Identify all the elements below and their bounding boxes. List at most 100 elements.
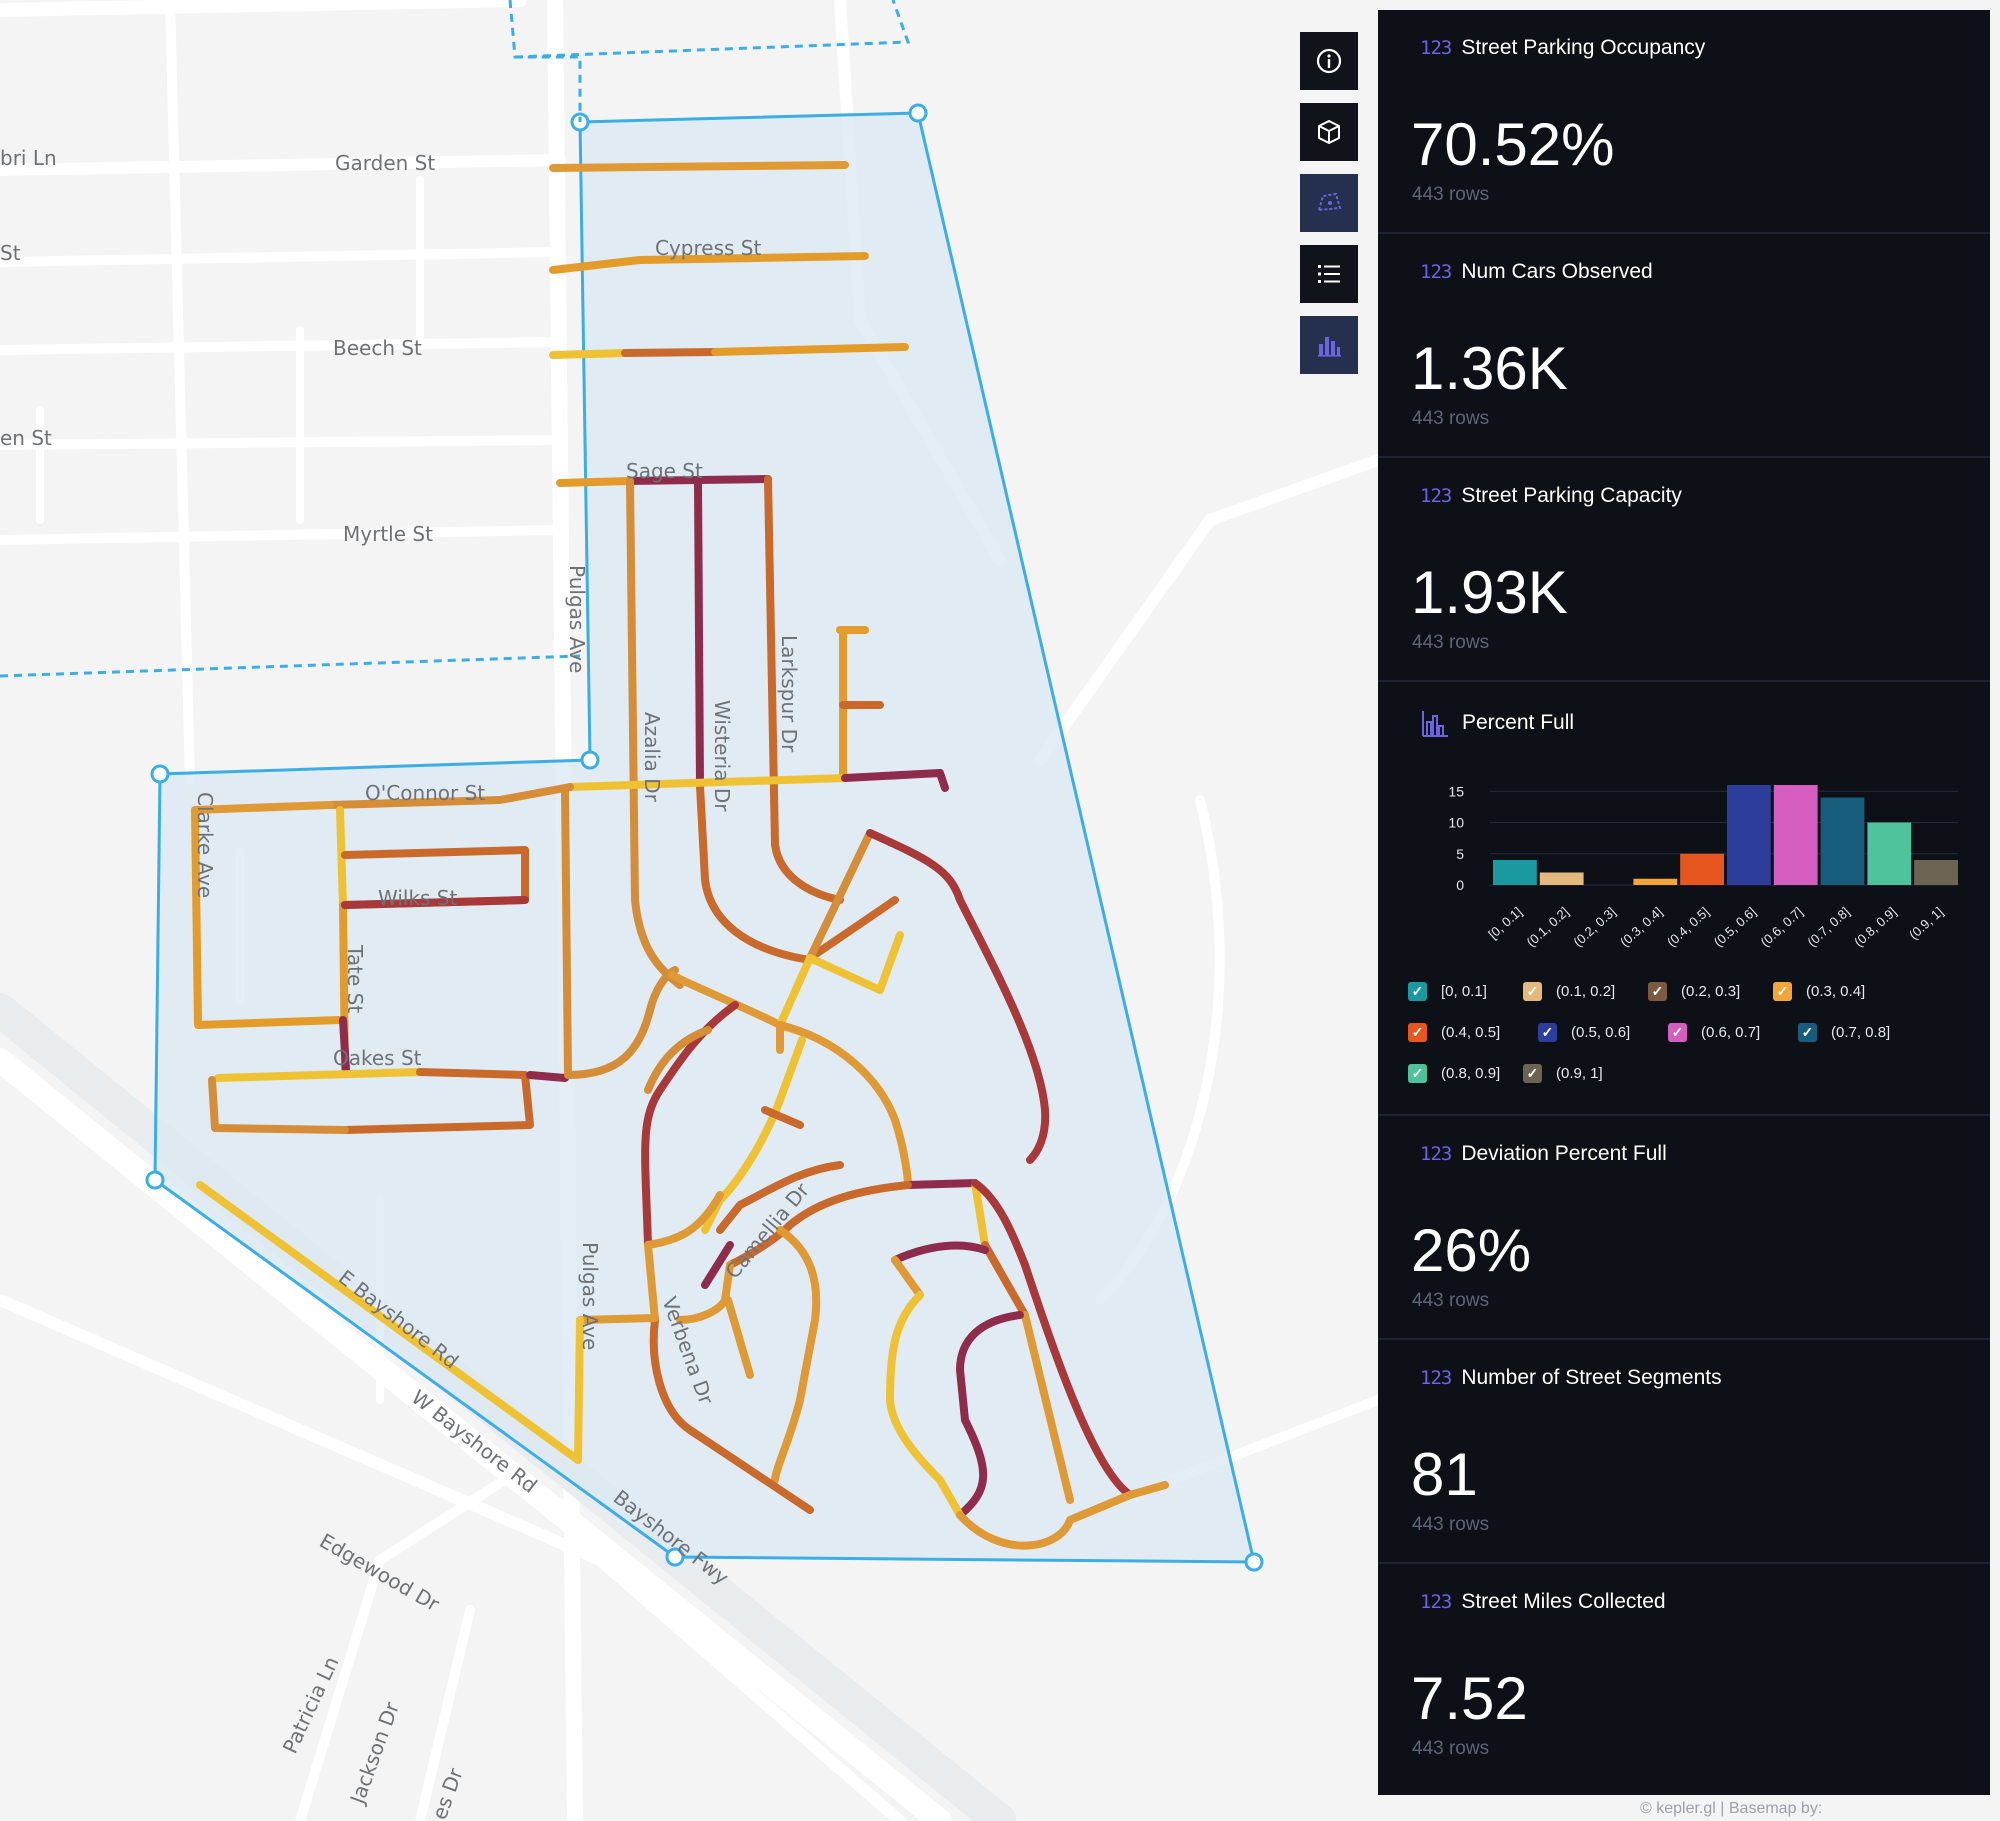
legend-item[interactable]: ✓ (0.6, 0.7]	[1668, 1023, 1760, 1042]
dashed-boundaries	[0, 0, 911, 678]
widget-row-count: 443 rows	[1412, 632, 1490, 653]
x-tick-label: (0.5, 0.6]	[1711, 904, 1759, 949]
widget-title: Number of Street Segments	[1461, 1366, 1722, 1389]
street-segment	[566, 774, 849, 791]
street-label: Wisteria Dr	[710, 700, 734, 812]
histogram-bar[interactable]	[1820, 797, 1865, 886]
checkbox-icon[interactable]: ✓	[1408, 982, 1427, 1001]
street-segment	[806, 954, 884, 994]
legend-item[interactable]: ✓ (0.1, 0.2]	[1523, 982, 1615, 1001]
legend-item[interactable]: ✓ [0, 0.1]	[1408, 982, 1487, 1001]
histogram-bar[interactable]	[1914, 860, 1958, 885]
histogram-bar[interactable]	[1773, 785, 1818, 885]
street-segment	[866, 829, 1050, 1164]
y-tick-label: 5	[1456, 846, 1464, 862]
checkbox-icon[interactable]: ✓	[1523, 982, 1542, 1001]
street-segment	[341, 896, 529, 909]
x-tick-label: (0.4, 0.5]	[1664, 904, 1712, 949]
legend-label: (0.6, 0.7]	[1701, 1024, 1761, 1041]
widget-value: 70.52%	[1411, 111, 1615, 178]
checkbox-icon[interactable]: ✓	[1668, 1023, 1687, 1042]
histogram-bar[interactable]	[1493, 860, 1537, 885]
legend-item[interactable]: ✓ (0.9, 1]	[1523, 1064, 1603, 1083]
checkbox-icon[interactable]: ✓	[1408, 1023, 1427, 1042]
street-label: Clarke Ave	[193, 792, 217, 898]
number-type-icon: 123	[1420, 1591, 1452, 1613]
draw-polygon-button[interactable]	[1300, 174, 1358, 232]
widget-row-count: 443 rows	[1412, 408, 1490, 429]
x-tick-label: (0.8, 0.9]	[1851, 904, 1899, 949]
street-segment	[336, 806, 347, 909]
street-segment	[561, 786, 572, 1079]
street-segment	[841, 769, 949, 792]
histogram-bar[interactable]	[1633, 878, 1678, 885]
histogram-bar[interactable]	[1867, 822, 1912, 886]
legend-item[interactable]: ✓ (0.5, 0.6]	[1538, 1023, 1630, 1042]
street-segment	[711, 343, 909, 356]
checkbox-icon[interactable]: ✓	[1523, 1064, 1542, 1083]
histogram-bar[interactable]	[1539, 872, 1584, 886]
street-segment	[644, 1026, 712, 1094]
street-label: Larkspur Dr	[777, 635, 801, 753]
street-label: Oakes St	[333, 1046, 422, 1070]
street-segment	[726, 1181, 912, 1269]
street-segment	[644, 1191, 724, 1249]
legend-label: (0.1, 0.2]	[1556, 983, 1616, 1000]
info-button[interactable]	[1300, 32, 1358, 90]
street-segment	[771, 1226, 821, 1484]
street-segment	[956, 1481, 1169, 1550]
y-tick-label: 10	[1448, 815, 1464, 831]
street-label: Sage St	[626, 459, 703, 483]
street-segment	[776, 954, 814, 1029]
street-segment	[191, 801, 334, 814]
widget-title: Percent Full	[1462, 711, 1575, 734]
layer-legend-button[interactable]	[1300, 245, 1358, 303]
checkbox-icon[interactable]: ✓	[1648, 982, 1667, 1001]
widget-panel-button[interactable]	[1300, 316, 1358, 374]
legend-item[interactable]: ✓ (0.7, 0.8]	[1798, 1023, 1890, 1042]
number-type-icon: 123	[1420, 37, 1452, 59]
street-segments[interactable]	[191, 161, 1169, 1550]
street-label: Garden St	[335, 151, 435, 175]
map-attribution[interactable]: © kepler.gl | Basemap by:	[1640, 1800, 1823, 1817]
street-segment	[956, 1311, 1024, 1519]
widget-header: 123 Street Parking Capacity	[1420, 484, 1682, 508]
widget-value: 81	[1411, 1441, 1478, 1508]
polygon-vertex[interactable]	[145, 1170, 165, 1190]
checkbox-icon[interactable]: ✓	[1408, 1064, 1427, 1083]
street-segment	[764, 475, 844, 904]
street-segment	[701, 1241, 734, 1289]
histogram-bar[interactable]	[1680, 853, 1724, 885]
widget-header: 123 Deviation Percent Full	[1420, 1142, 1667, 1166]
legend-item[interactable]: ✓ (0.4, 0.5]	[1408, 1023, 1500, 1042]
widgets-panel[interactable]: 123 Street Parking Occupancy 70.52% 443 …	[1378, 10, 1990, 1795]
histogram-icon	[1422, 711, 1448, 737]
legend-item[interactable]: ✓ (0.8, 0.9]	[1408, 1064, 1500, 1083]
street-segment	[806, 896, 899, 962]
legend-item[interactable]: ✓ (0.3, 0.4]	[1773, 982, 1865, 1001]
street-segment	[806, 829, 874, 962]
polygon-vertex[interactable]	[150, 764, 170, 784]
widget-title: Deviation Percent Full	[1461, 1142, 1667, 1165]
x-tick-label: [0, 0.1]	[1485, 904, 1525, 942]
histogram-chart: 0 5 10 15 [0, 0.1](0.1, 0.2](0.2, 0.3](0.3, …	[1448, 783, 1958, 950]
legend-label: (0.3, 0.4]	[1806, 983, 1866, 1000]
street-segment	[621, 348, 719, 357]
polygon-vertex[interactable]	[580, 750, 600, 770]
widget-card: 123 Street Parking Occupancy 70.52% 443 …	[1378, 10, 1990, 234]
checkbox-icon[interactable]: ✓	[1773, 982, 1792, 1001]
legend-item[interactable]: ✓ (0.2, 0.3]	[1648, 982, 1740, 1001]
checkbox-icon[interactable]: ✓	[1798, 1023, 1817, 1042]
street-segment	[891, 1256, 924, 1299]
checkbox-icon[interactable]: ✓	[1538, 1023, 1557, 1042]
polygon-vertex[interactable]	[908, 103, 928, 123]
histogram-bar[interactable]	[1727, 785, 1771, 885]
3d-view-button[interactable]	[1300, 103, 1358, 161]
draw-polygon-icon	[1317, 192, 1342, 212]
widget-title: Num Cars Observed	[1461, 260, 1653, 283]
polygon-vertex[interactable]	[665, 1547, 685, 1567]
street-label: Tate St	[343, 944, 367, 1013]
polygon-vertex[interactable]	[1244, 1552, 1264, 1572]
street-segment	[716, 1161, 844, 1234]
